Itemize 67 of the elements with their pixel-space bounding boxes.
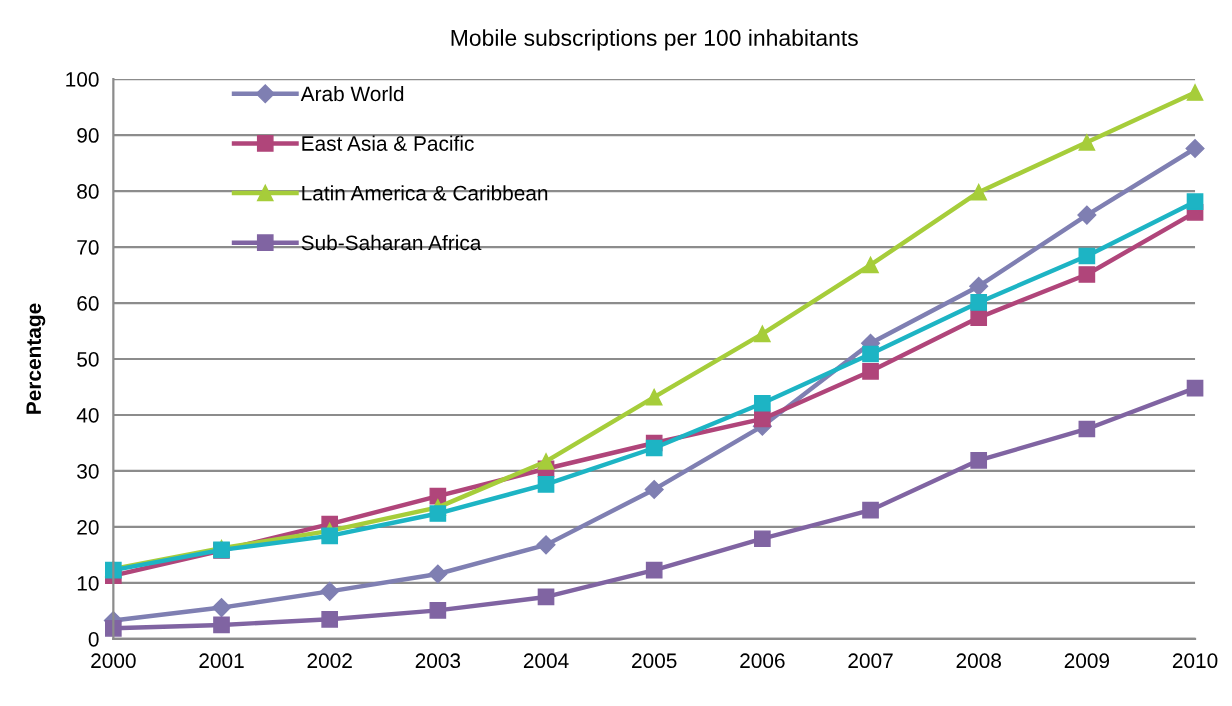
point bbox=[1078, 247, 1096, 265]
x-tick-label: 2002 bbox=[307, 653, 352, 669]
y-tick-label: 70 bbox=[77, 240, 99, 255]
point bbox=[428, 564, 448, 584]
point bbox=[1078, 134, 1096, 151]
y-tick-label: 10 bbox=[77, 575, 99, 591]
legend-label: East Asia & Pacific bbox=[302, 135, 474, 151]
point bbox=[211, 598, 232, 618]
point bbox=[969, 276, 989, 296]
point bbox=[645, 388, 663, 406]
x-tick-label: 2001 bbox=[199, 653, 244, 669]
y-tick-label: 0 bbox=[88, 631, 99, 647]
point bbox=[537, 588, 555, 606]
point bbox=[645, 561, 663, 579]
y-tick-label: 80 bbox=[77, 184, 99, 199]
point bbox=[644, 479, 664, 499]
point bbox=[862, 256, 879, 274]
point bbox=[754, 394, 771, 412]
point bbox=[970, 294, 988, 311]
point bbox=[645, 439, 663, 457]
x-tick-label: 2010 bbox=[1172, 653, 1218, 669]
x-tick-label: 2003 bbox=[415, 653, 461, 669]
y-tick-label: 60 bbox=[77, 296, 99, 311]
point bbox=[1077, 205, 1097, 225]
y-tick-label: 90 bbox=[77, 128, 99, 143]
legend-label: Sub-Saharan Africa bbox=[301, 234, 482, 251]
point bbox=[429, 602, 447, 619]
point bbox=[1078, 420, 1096, 438]
point bbox=[862, 362, 879, 380]
x-tick-label: 2007 bbox=[848, 653, 893, 669]
point bbox=[754, 325, 771, 343]
legend-label: Arab World bbox=[300, 85, 404, 102]
point bbox=[105, 619, 122, 637]
x-tick-label: 2009 bbox=[1064, 653, 1110, 669]
point bbox=[1186, 193, 1204, 211]
legend-label: Latin America & Caribbean bbox=[302, 185, 548, 201]
point bbox=[970, 452, 988, 469]
point bbox=[970, 183, 988, 201]
point bbox=[320, 581, 340, 601]
point bbox=[1185, 138, 1205, 159]
point bbox=[1186, 84, 1204, 101]
point bbox=[1078, 266, 1096, 283]
y-tick-label: 40 bbox=[76, 407, 99, 423]
x-tick-label: 2006 bbox=[740, 653, 785, 669]
point bbox=[1186, 379, 1204, 397]
point bbox=[429, 505, 447, 522]
y-axis-title: Percentage bbox=[26, 303, 46, 414]
point bbox=[321, 611, 339, 628]
y-tick-label: 100 bbox=[66, 72, 99, 87]
point bbox=[321, 527, 339, 545]
point bbox=[536, 535, 556, 555]
x-tick-label: 2008 bbox=[956, 653, 1001, 669]
point bbox=[970, 309, 988, 326]
point bbox=[213, 616, 230, 634]
point bbox=[862, 501, 879, 519]
x-tick-label: 2004 bbox=[523, 653, 569, 669]
point bbox=[537, 476, 555, 493]
y-tick-label: 20 bbox=[77, 519, 99, 535]
x-tick-label: 2005 bbox=[632, 653, 677, 669]
point bbox=[754, 410, 771, 428]
y-tick-label: 30 bbox=[77, 463, 99, 479]
point bbox=[754, 530, 771, 548]
point bbox=[537, 453, 555, 470]
point bbox=[862, 345, 879, 363]
x-tick-label: 2000 bbox=[91, 653, 136, 669]
chart-title: Mobile subscriptions per 100 inhabitants bbox=[451, 29, 858, 51]
y-tick-label: 50 bbox=[77, 352, 99, 367]
